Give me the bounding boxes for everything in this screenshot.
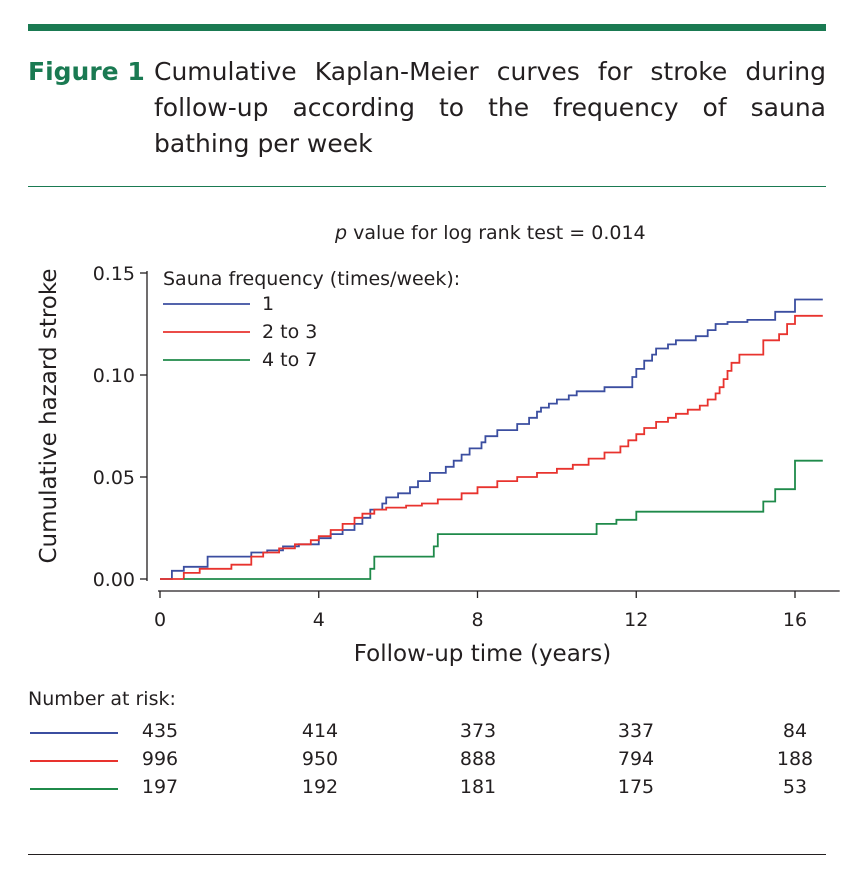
- risk-count: 53: [782, 776, 808, 798]
- risk-count: 175: [617, 776, 655, 798]
- figure-caption-text: Cumulative Kaplan-Meier curves for strok…: [154, 57, 826, 158]
- x-tick-label: 0: [154, 609, 166, 631]
- series-3-curve: [183, 459, 823, 580]
- kaplan-meier-chart: p value for log rank test = 0.014 0.00 0.0…: [36, 222, 840, 667]
- log-rank-annotation: p value for log rank test = 0.014: [334, 222, 646, 244]
- risk-count: 197: [141, 776, 179, 798]
- x-tick-label: 12: [624, 609, 648, 631]
- caption-divider: [28, 186, 826, 187]
- risk-row-swatch: [30, 760, 118, 762]
- legend-entry-1: 1: [262, 293, 274, 315]
- risk-row-swatch: [30, 788, 118, 790]
- figure-label: Figure 1: [28, 57, 145, 86]
- x-axis-label: Follow-up time (years): [354, 641, 611, 667]
- risk-count: 414: [301, 720, 339, 742]
- risk-count: 188: [776, 748, 814, 770]
- x-tick-label: 16: [783, 609, 807, 631]
- y-tick-label: 0.00: [93, 569, 135, 591]
- risk-count: 996: [141, 748, 179, 770]
- series-1-curve: [160, 298, 823, 580]
- risk-table-title: Number at risk:: [28, 688, 176, 710]
- risk-row-swatch: [30, 732, 118, 734]
- risk-count: 192: [301, 776, 339, 798]
- series-2-curve: [160, 314, 823, 580]
- x-tick-label: 8: [471, 609, 483, 631]
- top-rule: [28, 24, 826, 31]
- x-tick-label: 4: [313, 609, 325, 631]
- risk-count: 84: [782, 720, 808, 742]
- risk-row-1: 435 414 373 337 84: [0, 720, 844, 750]
- y-tick-label: 0.15: [93, 263, 135, 285]
- legend-title: Sauna frequency (times/week):: [163, 268, 460, 290]
- bottom-rule: [28, 854, 826, 855]
- risk-count: 950: [301, 748, 339, 770]
- y-axis-label: Cumulative hazard stroke: [36, 268, 62, 563]
- risk-count: 794: [617, 748, 655, 770]
- risk-row-2: 996 950 888 794 188: [0, 748, 844, 778]
- risk-count: 888: [459, 748, 497, 770]
- risk-count: 181: [459, 776, 497, 798]
- risk-row-3: 197 192 181 175 53: [0, 776, 844, 806]
- risk-count: 435: [141, 720, 179, 742]
- y-tick-label: 0.10: [93, 365, 135, 387]
- risk-count: 373: [459, 720, 497, 742]
- legend-entry-2: 2 to 3: [262, 321, 317, 343]
- risk-count: 337: [617, 720, 655, 742]
- legend-entry-3: 4 to 7: [262, 349, 317, 371]
- y-tick-label: 0.05: [93, 467, 135, 489]
